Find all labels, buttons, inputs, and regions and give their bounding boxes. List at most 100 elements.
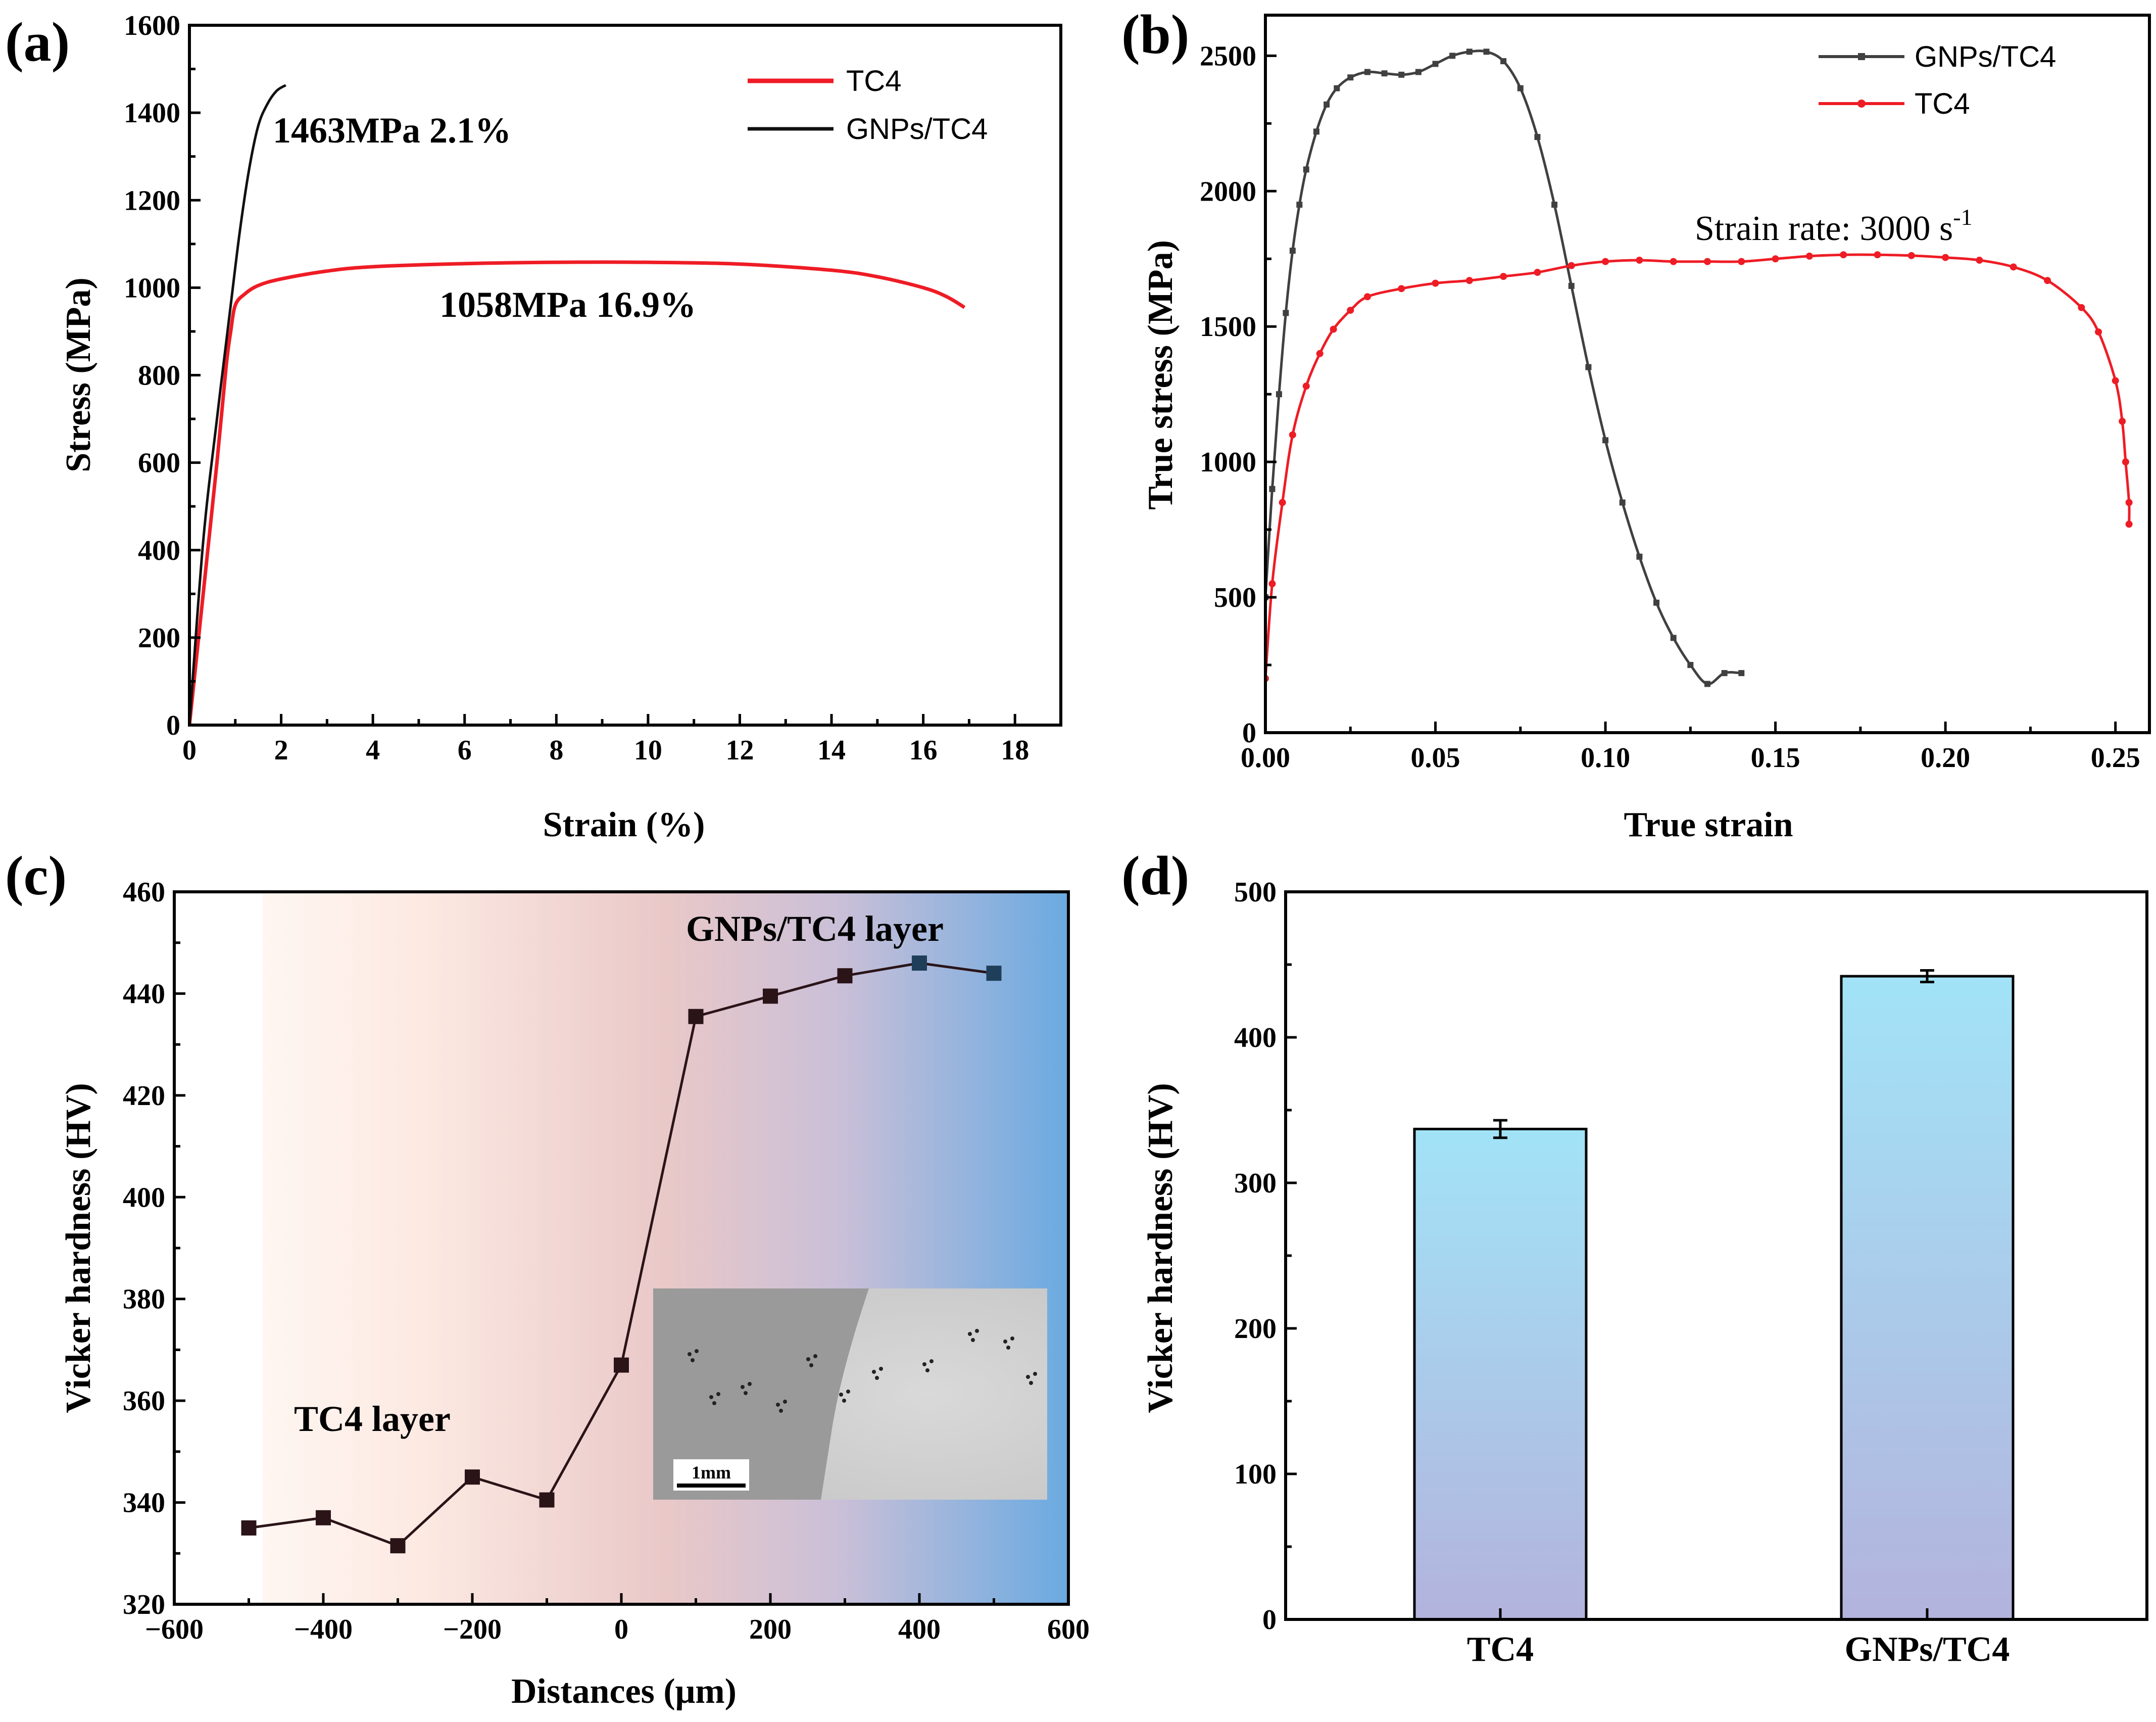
indentation-dot: [809, 1363, 813, 1367]
panel-b-ylabel: True stress (MPa): [1141, 240, 1180, 510]
y-tick-label: 0: [166, 710, 180, 741]
point-tc4: [2125, 499, 2133, 506]
indentation-dot: [783, 1400, 787, 1404]
point-tc4: [1465, 277, 1473, 284]
y-tick-label: 300: [1234, 1168, 1277, 1199]
y-tick-label: 500: [1234, 877, 1277, 908]
indentation-dot: [975, 1329, 979, 1333]
point-gnps-tc4: [1398, 71, 1405, 78]
legend-label-tc4: TC4: [1915, 87, 1970, 120]
point-tc4: [1347, 307, 1354, 314]
hardness-point: [837, 968, 853, 984]
point-tc4: [1268, 580, 1276, 588]
x-tick-label: 0.00: [1241, 742, 1290, 774]
hardness-point: [688, 1009, 704, 1024]
y-tick-label: 1500: [1200, 311, 1256, 343]
point-gnps-tc4: [1381, 70, 1388, 77]
point-gnps-tc4: [1483, 49, 1490, 55]
indentation-dot: [688, 1352, 692, 1356]
panel-c-hardness-profile: (c) −600 −400 −200 0 200 400 600 320 340 360 380 40…: [5, 845, 1090, 1711]
hardness-point: [763, 988, 778, 1004]
x-tick-label: 2: [274, 735, 288, 766]
point-tc4: [1279, 499, 1286, 506]
indentation-dot: [922, 1362, 926, 1366]
point-gnps-tc4: [1303, 166, 1309, 173]
y-tick-label: 1600: [124, 10, 180, 41]
point-gnps-tc4: [1283, 310, 1289, 316]
point-tc4: [1302, 382, 1310, 390]
indentation-dot: [925, 1368, 929, 1372]
bar-tc4: [1413, 1127, 1588, 1621]
indentation-dot: [971, 1338, 975, 1342]
x-tick-label: 0.20: [1921, 742, 1970, 774]
series-line-tc4: [1265, 253, 2131, 679]
panel-a-series: [189, 84, 966, 725]
indentation-dot: [779, 1409, 783, 1413]
point-tc4: [2078, 304, 2085, 311]
hardness-point: [241, 1520, 257, 1536]
panel-c-label-tc4-layer: TC4 layer: [294, 1399, 451, 1439]
y-tick-label: 0: [1242, 718, 1256, 749]
x-tick-label: 0: [614, 1614, 628, 1645]
panel-d-hardness-bars: (d) 0 100 200 300 400 500 TC4 GNPs/TC4 Vicker h…: [1121, 845, 2148, 1669]
point-gnps-tc4: [1289, 248, 1296, 254]
point-gnps-tc4: [1721, 670, 1728, 677]
x-tick-label: −600: [145, 1614, 204, 1645]
indentation-dot: [776, 1403, 780, 1407]
panel-c-xlabel: Distances (μm): [511, 1672, 737, 1711]
point-tc4: [1500, 273, 1507, 280]
indentation-dot: [813, 1354, 817, 1358]
point-tc4: [1636, 256, 1643, 264]
point-tc4: [2112, 377, 2119, 385]
point-gnps-tc4: [1449, 53, 1456, 59]
hardness-point: [614, 1357, 629, 1373]
series-line-tc4: [189, 260, 966, 725]
indentation-dot: [1006, 1346, 1010, 1350]
point-tc4: [1289, 431, 1296, 439]
point-tc4: [1316, 350, 1324, 357]
series-line-gnps-tc4: [189, 84, 286, 725]
point-gnps-tc4: [1738, 670, 1745, 677]
point-tc4: [1874, 251, 1881, 259]
point-gnps-tc4: [1568, 282, 1575, 289]
point-gnps-tc4: [1517, 85, 1524, 91]
legend-marker-gnps: [1858, 53, 1865, 60]
x-tick-label: 12: [725, 735, 754, 766]
strain-rate-text: Strain rate: 3000 s: [1695, 209, 1953, 248]
panel-a-xlabel: Strain (%): [543, 805, 705, 844]
hardness-point: [465, 1469, 480, 1485]
point-tc4: [2044, 277, 2051, 284]
plot-frame: [1264, 14, 2151, 734]
indentation-dot: [875, 1376, 879, 1380]
x-tick-label: 0.15: [1751, 742, 1800, 774]
indentation-dot: [1010, 1336, 1014, 1341]
point-gnps-tc4: [1276, 391, 1282, 398]
point-tc4: [1567, 262, 1575, 269]
x-tick-label: 8: [549, 735, 563, 766]
y-tick-label: 1400: [124, 98, 180, 129]
point-tc4: [1398, 285, 1405, 293]
indentation-dot: [748, 1382, 752, 1386]
y-tick-label: 400: [1234, 1022, 1277, 1054]
x-tick-label: 10: [634, 735, 662, 766]
panel-b-axes: 0.00 0.05 0.10 0.15 0.20 0.25 0 500 1000 1500 2000…: [1200, 14, 2151, 774]
y-tick-label: 1000: [1200, 447, 1256, 478]
x-tick-label: 4: [366, 735, 380, 766]
point-gnps-tc4: [1636, 553, 1643, 560]
panel-c-label-gnps-layer: GNPs/TC4 layer: [686, 908, 944, 949]
indentation-dot: [846, 1390, 850, 1394]
panel-b-xlabel: True strain: [1624, 805, 1793, 844]
category-label: TC4: [1467, 1630, 1534, 1669]
panel-c-inset-micrograph: 1mm: [653, 1288, 1047, 1500]
panel-b-series: [1265, 49, 2133, 687]
y-tick-label: 200: [138, 623, 180, 654]
hardness-point: [912, 955, 927, 971]
panel-a-label: (a): [5, 11, 70, 73]
point-tc4: [2125, 520, 2133, 528]
y-tick-label: 2500: [1200, 40, 1256, 72]
x-tick-label: 0: [182, 735, 197, 766]
inset-dark-region: [653, 1288, 869, 1500]
x-tick-label: 16: [909, 735, 938, 766]
strain-rate-exponent: -1: [1953, 204, 1972, 230]
